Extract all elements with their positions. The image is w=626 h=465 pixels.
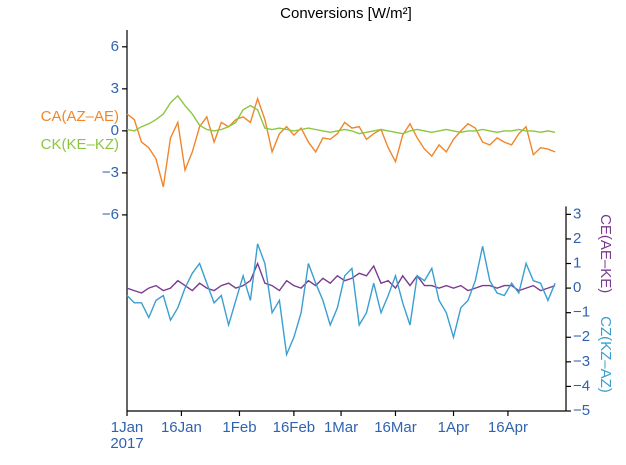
x-tick-label: 16Mar [374, 419, 417, 436]
y2-tick-label: 1 [573, 254, 581, 271]
y-tick-label: −6 [102, 206, 119, 223]
y-tick-label: −3 [102, 164, 119, 181]
y2-tick-label: −5 [573, 402, 590, 419]
x-tick-label: 1Feb [222, 419, 256, 436]
y2-tick-label: 2 [573, 230, 581, 247]
y-tick-label: 0 [111, 122, 119, 139]
y2-tick-label: −4 [573, 377, 590, 394]
series-line [126, 243, 556, 358]
y2-tick-label: −3 [573, 353, 590, 370]
x-tick-label: 16Jan [161, 419, 202, 436]
y-tick-label: 6 [111, 38, 119, 55]
series-label: CA(AZ–AE) [41, 108, 119, 125]
series-line [126, 261, 556, 294]
series-label: CK(KE–KZ) [41, 136, 119, 153]
y2-tick-label: −1 [573, 304, 590, 321]
series-line [126, 96, 556, 188]
x-year-label: 2017 [110, 435, 143, 452]
series-line [126, 94, 556, 135]
series-label: CE(AE–KE) [597, 214, 614, 293]
y-tick-label: 3 [111, 80, 119, 97]
y2-tick-label: −2 [573, 328, 590, 345]
x-tick-label: 16Feb [273, 419, 316, 436]
x-tick-label: 1Apr [438, 419, 470, 436]
chart-title: Conversions [W/m²] [280, 5, 412, 22]
y2-tick-label: 0 [573, 279, 581, 296]
x-tick-label: 16Apr [488, 419, 528, 436]
y2-tick-label: 3 [573, 205, 581, 222]
series-label: CZ(KZ–AZ) [597, 316, 614, 393]
x-tick-label: 1Mar [324, 419, 358, 436]
x-tick-label: 1Jan [111, 419, 144, 436]
